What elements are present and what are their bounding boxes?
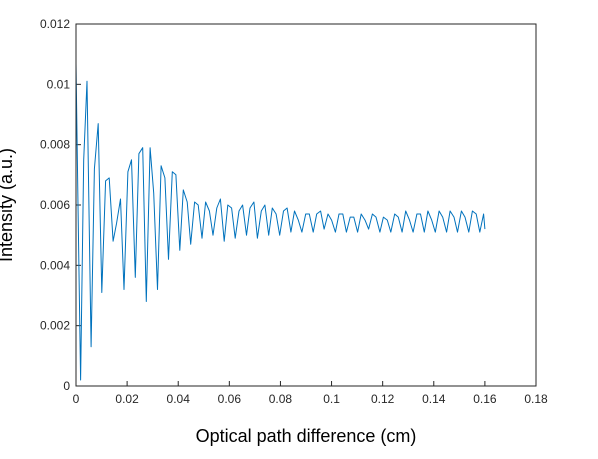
x-tick-label: 0.1 <box>323 392 340 406</box>
x-tick-label: 0.18 <box>524 392 548 406</box>
x-tick-label: 0.08 <box>269 392 293 406</box>
x-tick-label: 0.04 <box>167 392 191 406</box>
x-axis-label: Optical path difference (cm) <box>196 426 417 446</box>
y-tick-label: 0.006 <box>40 198 70 212</box>
x-tick-label: 0.12 <box>371 392 395 406</box>
y-axis-label: Intensity (a.u.) <box>0 148 16 262</box>
x-tick-label: 0.06 <box>218 392 242 406</box>
y-tick-labels: 0 0.002 0.004 0.006 0.008 0.01 0.012 <box>40 17 70 393</box>
y-tick-label: 0.012 <box>40 17 70 31</box>
y-tick-label: 0.01 <box>47 77 71 91</box>
plot-area <box>76 24 536 386</box>
x-tick-label: 0.16 <box>473 392 497 406</box>
x-tick-label: 0 <box>73 392 80 406</box>
series-line <box>75 63 486 381</box>
x-tick-labels: 0 0.02 0.04 0.06 0.08 0.1 0.12 0.14 0.16 0.18 <box>73 392 548 406</box>
y-tick-label: 0.004 <box>40 258 70 272</box>
y-tick-label: 0.008 <box>40 138 70 152</box>
axes-box <box>75 23 537 387</box>
x-tick-label: 0.02 <box>115 392 139 406</box>
y-tick-label: 0 <box>63 379 70 393</box>
y-tick-label: 0.002 <box>40 319 70 333</box>
x-tick-label: 0.14 <box>422 392 446 406</box>
